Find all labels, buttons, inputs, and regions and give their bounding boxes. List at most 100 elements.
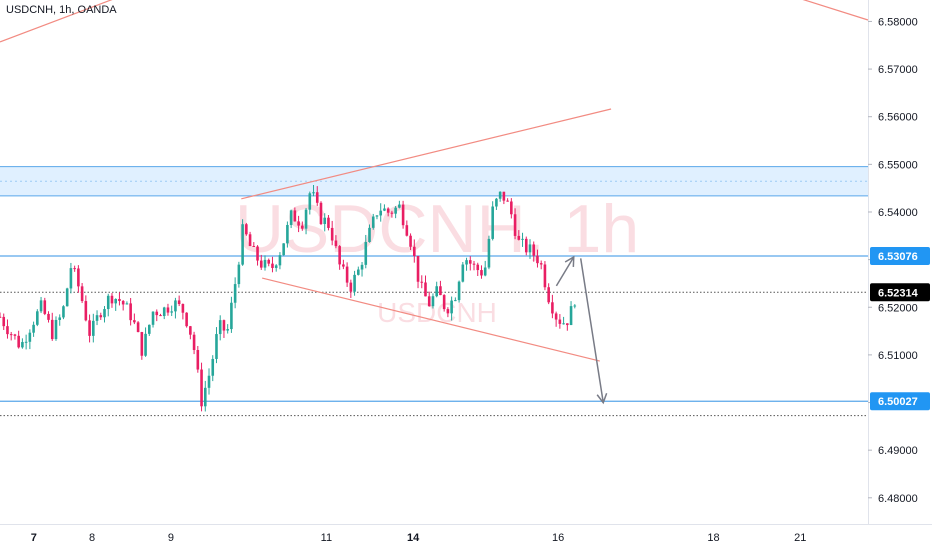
- candle-body: [558, 319, 562, 324]
- candle-body: [162, 307, 166, 317]
- arrow-shaft: [555, 256, 575, 287]
- candle-body: [144, 333, 147, 356]
- candle-body: [118, 298, 121, 301]
- candles: [0, 185, 577, 412]
- watermark-sub: USDCNH: [377, 297, 497, 328]
- candle-body: [495, 198, 498, 207]
- candle-body: [435, 286, 438, 297]
- candle-body: [442, 295, 446, 310]
- candle-body: [155, 311, 159, 316]
- candle-body: [416, 255, 420, 282]
- candle-body: [147, 324, 151, 334]
- candle-body: [211, 358, 215, 376]
- candle-body: [282, 243, 285, 256]
- candle-body: [286, 224, 289, 244]
- candle-body: [566, 323, 569, 326]
- plot-area[interactable]: USDCNH, 1h USDCNH: [0, 0, 869, 417]
- candle-body: [379, 210, 383, 216]
- candle-body: [551, 302, 554, 314]
- candle-body: [342, 264, 345, 267]
- time-axis[interactable]: 7 8 9 11 14 16 18 21: [0, 524, 932, 545]
- horizontal-levels[interactable]: [0, 255, 868, 417]
- candle-body: [371, 216, 375, 228]
- candle-body: [524, 238, 528, 253]
- candle-body: [323, 217, 327, 225]
- trendlines[interactable]: [0, 0, 869, 362]
- trendline: [0, 0, 113, 43]
- candle-body: [99, 315, 103, 318]
- candle-body: [267, 259, 271, 264]
- candle-body: [491, 206, 494, 239]
- candle-body: [263, 259, 267, 268]
- candle-body: [401, 204, 405, 226]
- candle-body: [185, 312, 188, 327]
- candle-body: [476, 264, 480, 271]
- price-tag-bg: [870, 392, 930, 411]
- candle-body: [308, 193, 312, 210]
- trendline: [261, 277, 600, 362]
- candle-body: [289, 210, 293, 225]
- candle-body: [233, 284, 237, 303]
- time-tick-label: 9: [168, 532, 174, 544]
- candle-body: [32, 324, 35, 333]
- price-tag-bg: [870, 246, 930, 265]
- price-tick-label: 6.49000: [878, 445, 918, 457]
- candle-body: [319, 202, 323, 225]
- candle-body: [200, 369, 203, 407]
- candle-body: [327, 217, 330, 228]
- candle-body: [472, 263, 476, 265]
- resistance-zone[interactable]: [0, 166, 868, 197]
- candle-body: [427, 296, 431, 307]
- candle-body: [349, 282, 353, 292]
- candle-body: [390, 212, 394, 214]
- candle-body: [446, 309, 450, 314]
- candle-body: [9, 334, 13, 336]
- price-axis-tags: 6.53076 6.52314 6.50027: [870, 246, 930, 411]
- candle-body: [353, 274, 356, 292]
- price-tick-label: 6.55000: [878, 159, 918, 171]
- trendline: [241, 108, 612, 200]
- candle-body: [114, 298, 118, 304]
- candle-body: [192, 334, 196, 351]
- candle-body: [17, 335, 20, 348]
- candle-body: [215, 334, 218, 359]
- arrow-shaft: [579, 258, 605, 403]
- candle-body: [468, 260, 472, 264]
- price-tick-label: 6.54000: [878, 207, 918, 219]
- price-tick-label: 6.56000: [878, 112, 918, 124]
- candle-body: [506, 200, 509, 202]
- candle-body: [62, 306, 65, 318]
- candle-body: [338, 246, 341, 265]
- candle-body: [106, 295, 110, 310]
- candle-body: [554, 313, 558, 320]
- candle-body: [274, 265, 278, 268]
- candle-body: [222, 320, 226, 331]
- price-tick-label: 6.51000: [878, 350, 918, 362]
- candle-body: [218, 320, 222, 335]
- time-axis-ticks: 7 8 9 11 14 16 18 21: [31, 532, 807, 544]
- candle-body: [439, 286, 442, 296]
- candle-body: [483, 267, 487, 276]
- price-axis[interactable]: 6.58000 6.57000 6.56000 6.55000 6.54000 6.530…: [868, 0, 930, 524]
- projection-arrows[interactable]: [555, 255, 608, 405]
- candle-body: [547, 287, 550, 303]
- candle-body: [405, 225, 409, 236]
- candle-body: [383, 208, 386, 211]
- candle-body: [36, 311, 39, 325]
- price-tick-label: 6.52000: [878, 302, 918, 314]
- candle-body: [278, 255, 282, 266]
- time-tick-label: 16: [552, 532, 564, 544]
- candle-body: [271, 263, 274, 268]
- candle-body: [301, 225, 304, 229]
- candle-body: [398, 204, 401, 208]
- candle-body: [50, 319, 54, 340]
- candle-body: [345, 266, 349, 283]
- candle-body: [409, 235, 412, 247]
- symbol-header[interactable]: USDCNH, 1h, OANDA: [6, 4, 117, 16]
- candle-body: [480, 270, 483, 276]
- price-tick-label: 6.57000: [878, 64, 918, 76]
- candle-body: [420, 281, 424, 283]
- candle-body: [360, 264, 364, 270]
- candle-body: [457, 281, 461, 301]
